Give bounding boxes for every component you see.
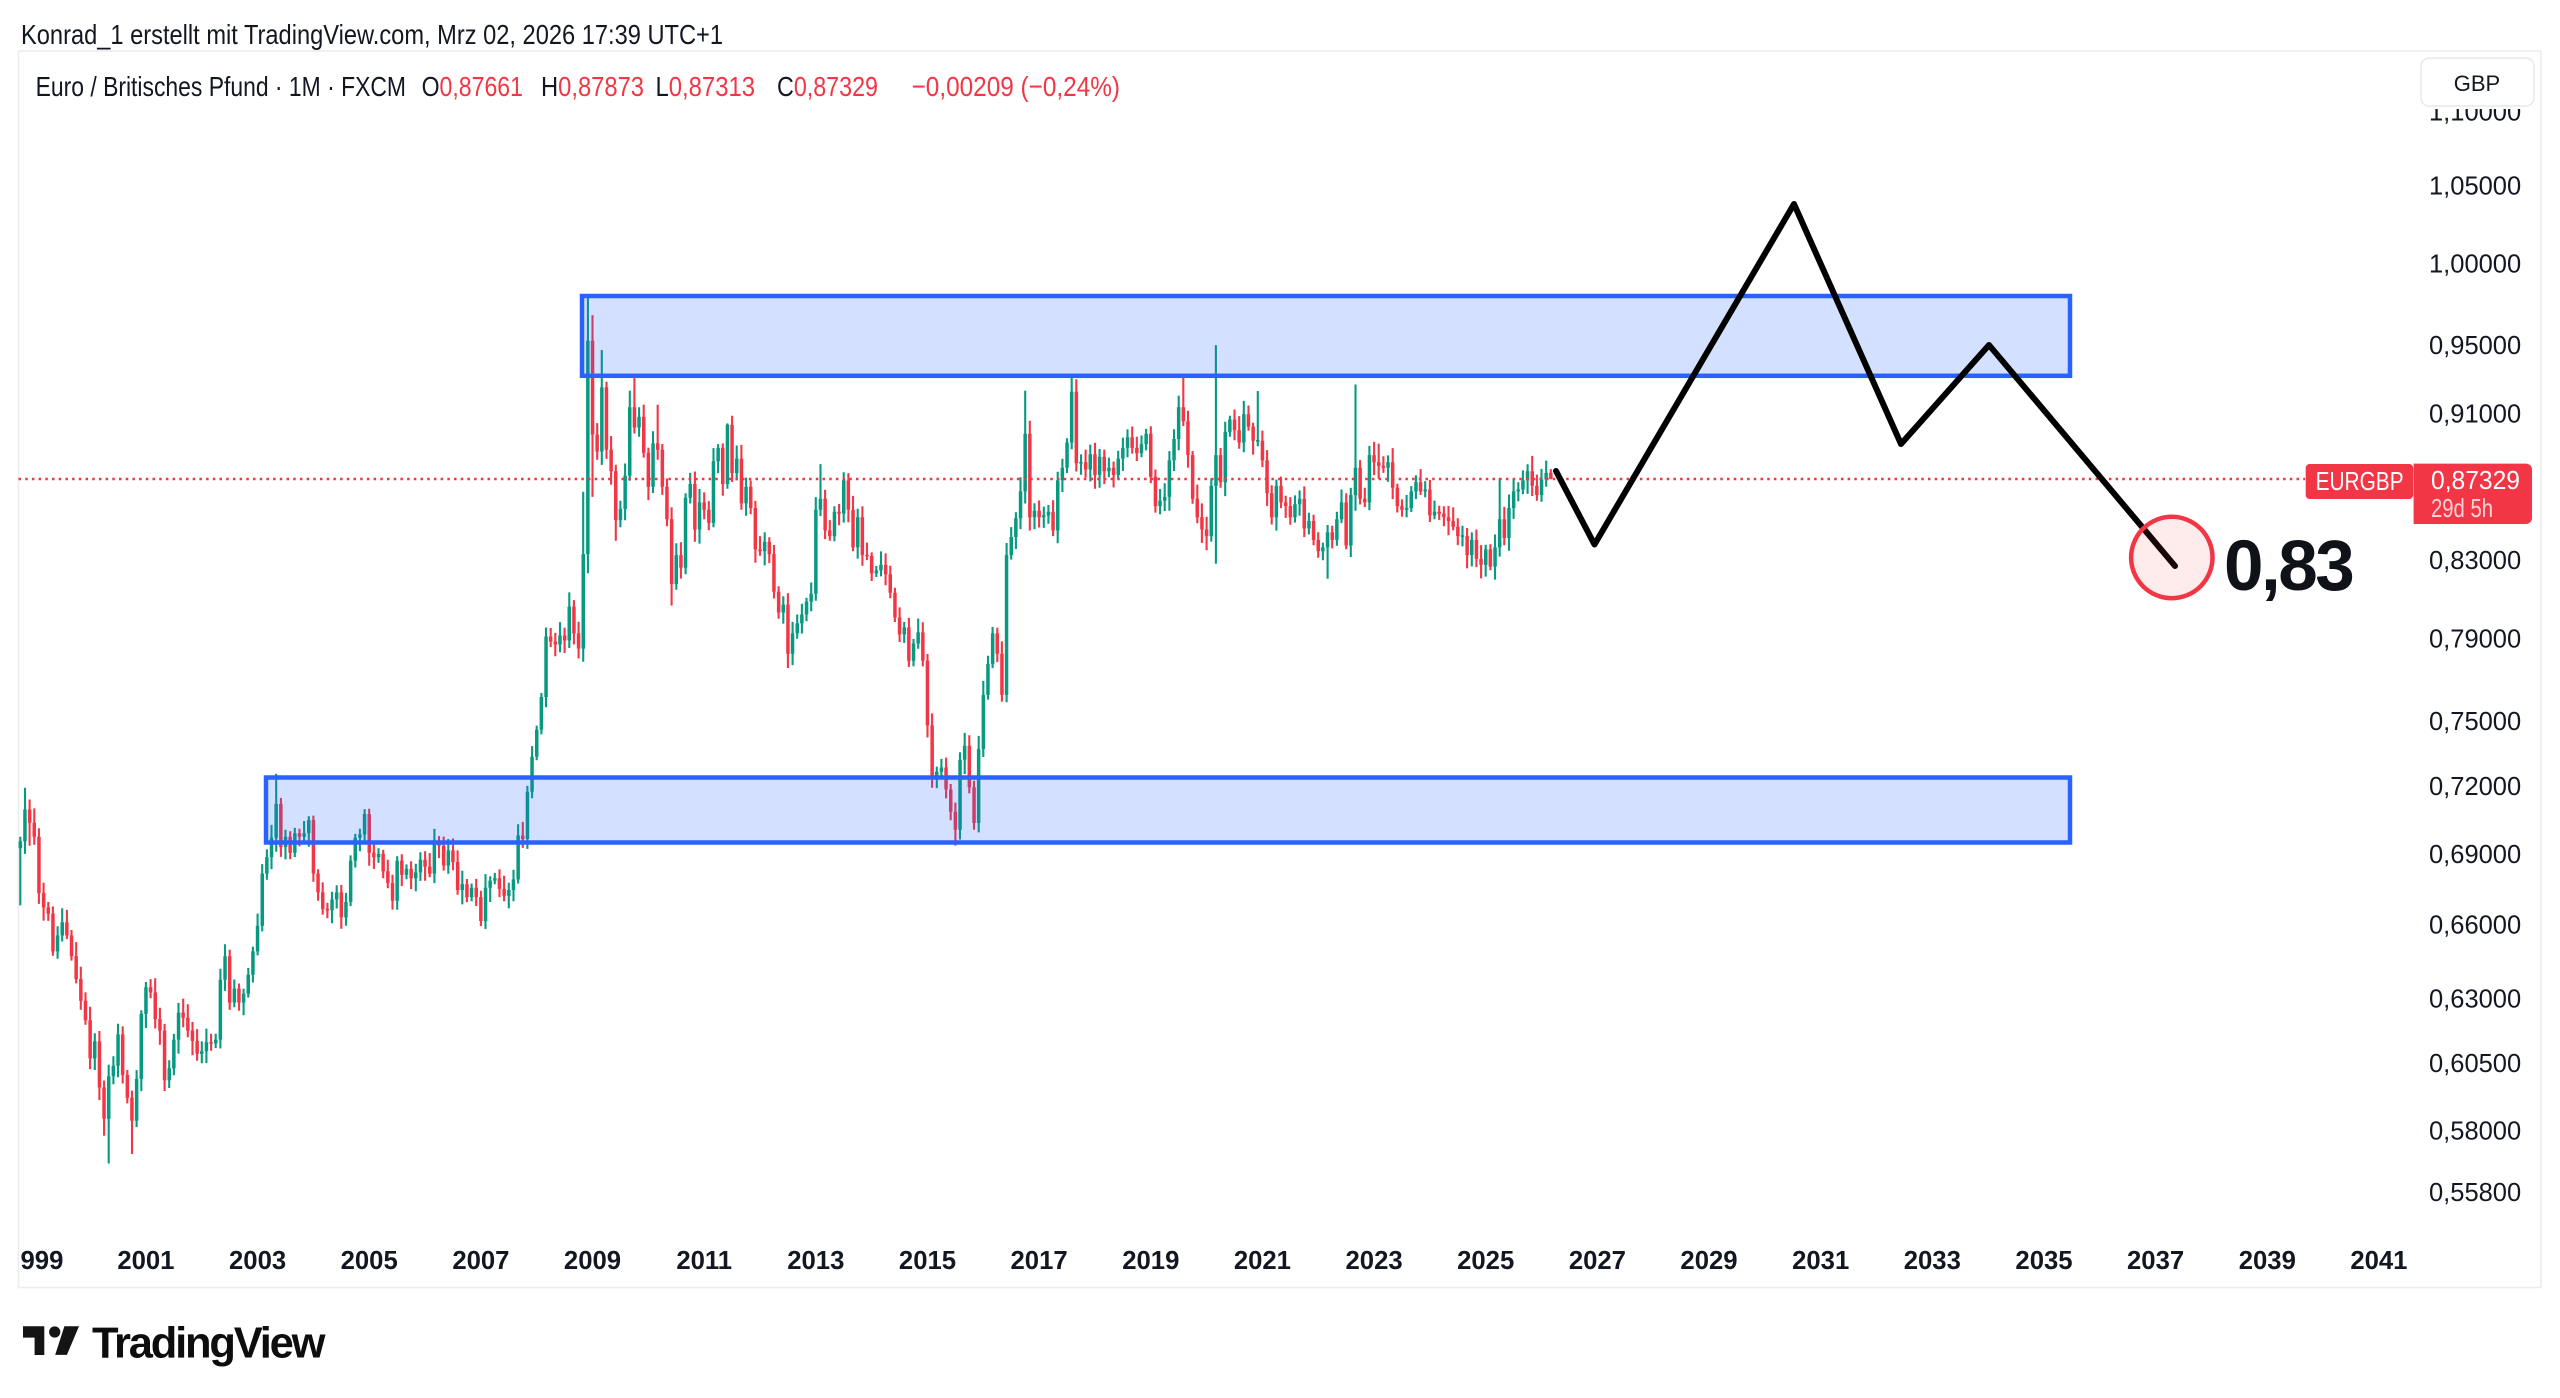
svg-text:2011: 2011 (676, 1247, 732, 1275)
svg-text:0,91000: 0,91000 (2429, 400, 2521, 428)
svg-text:L0,87313: L0,87313 (656, 71, 756, 102)
svg-text:2035: 2035 (2015, 1247, 2072, 1275)
svg-text:O0,87661: O0,87661 (422, 71, 523, 102)
svg-text:C0,87329: C0,87329 (777, 71, 878, 102)
svg-text:TradingView: TradingView (92, 1320, 326, 1368)
svg-text:Konrad_1 erstellt mit TradingV: Konrad_1 erstellt mit TradingView.com, M… (21, 19, 723, 50)
svg-text:H0,87873: H0,87873 (541, 71, 644, 102)
svg-text:0,66000: 0,66000 (2429, 912, 2521, 940)
svg-text:0,63000: 0,63000 (2429, 986, 2521, 1014)
svg-text:0,79000: 0,79000 (2429, 626, 2521, 654)
svg-text:0,72000: 0,72000 (2429, 773, 2521, 801)
svg-text:2023: 2023 (1346, 1247, 1403, 1275)
svg-text:0,69000: 0,69000 (2429, 841, 2521, 869)
svg-text:999: 999 (21, 1247, 64, 1275)
svg-text:2017: 2017 (1011, 1247, 1068, 1275)
svg-text:2009: 2009 (564, 1247, 621, 1275)
svg-text:2039: 2039 (2239, 1247, 2296, 1275)
svg-text:29d 5h: 29d 5h (2431, 493, 2493, 523)
svg-text:2001: 2001 (117, 1247, 174, 1275)
svg-text:0,87329: 0,87329 (2431, 465, 2520, 495)
svg-text:1,00000: 1,00000 (2429, 250, 2521, 278)
svg-text:0,83000: 0,83000 (2429, 547, 2521, 575)
svg-text:2021: 2021 (1234, 1247, 1291, 1275)
svg-text:2007: 2007 (452, 1247, 509, 1275)
svg-text:0,83: 0,83 (2224, 527, 2352, 606)
svg-text:0,58000: 0,58000 (2429, 1117, 2521, 1145)
svg-text:−0,00209 (−0,24%): −0,00209 (−0,24%) (912, 71, 1120, 102)
svg-text:0,60500: 0,60500 (2429, 1050, 2521, 1078)
svg-text:2029: 2029 (1680, 1247, 1737, 1275)
svg-text:2037: 2037 (2127, 1247, 2184, 1275)
svg-text:2027: 2027 (1569, 1247, 1626, 1275)
svg-text:2013: 2013 (787, 1247, 844, 1275)
svg-text:0,95000: 0,95000 (2429, 332, 2521, 360)
svg-text:2019: 2019 (1122, 1247, 1179, 1275)
svg-text:2025: 2025 (1457, 1247, 1514, 1275)
svg-text:2033: 2033 (1904, 1247, 1961, 1275)
svg-text:2041: 2041 (2350, 1247, 2407, 1275)
svg-text:2005: 2005 (341, 1247, 398, 1275)
svg-text:GBP: GBP (2454, 71, 2500, 96)
svg-text:1,05000: 1,05000 (2429, 173, 2521, 201)
svg-text:0,75000: 0,75000 (2429, 708, 2521, 736)
svg-text:2003: 2003 (229, 1247, 286, 1275)
svg-text:Euro / Britisches Pfund · 1M ·: Euro / Britisches Pfund · 1M · FXCM (36, 71, 406, 102)
svg-text:2031: 2031 (1792, 1247, 1849, 1275)
svg-text:2015: 2015 (899, 1247, 956, 1275)
svg-text:EURGBP: EURGBP (2316, 466, 2404, 496)
svg-text:0,55800: 0,55800 (2429, 1179, 2521, 1207)
